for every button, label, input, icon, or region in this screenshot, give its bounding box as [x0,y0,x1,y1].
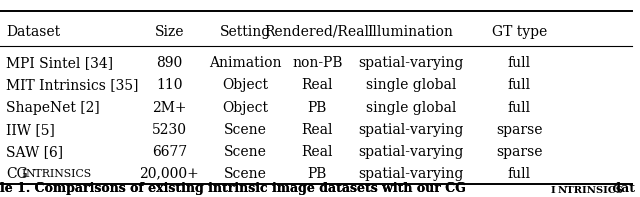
Text: full: full [508,167,531,181]
Text: Illumination: Illumination [368,24,454,39]
Text: Scene: Scene [224,123,267,137]
Text: MIT Intrinsics [35]: MIT Intrinsics [35] [6,78,139,93]
Text: single global: single global [365,100,456,115]
Text: Scene: Scene [224,145,267,159]
Text: le 1. Comparisons of existing intrinsic image datasets with our CG: le 1. Comparisons of existing intrinsic … [0,182,466,195]
Text: 20,000+: 20,000+ [140,167,199,181]
Text: Setting: Setting [220,24,271,39]
Text: Animation: Animation [209,56,282,71]
Text: Object: Object [222,78,268,93]
Text: ShapeNet [2]: ShapeNet [2] [6,100,100,115]
Text: NTRINSICS: NTRINSICS [557,186,623,195]
Text: full: full [508,100,531,115]
Text: SAW [6]: SAW [6] [6,145,63,159]
Text: Size: Size [155,24,184,39]
Text: IIW [5]: IIW [5] [6,123,55,137]
Text: spatial-varying: spatial-varying [358,56,463,71]
Text: spatial-varying: spatial-varying [358,145,463,159]
Text: NTRINSICS: NTRINSICS [26,169,92,179]
Text: Real: Real [301,145,333,159]
Text: full: full [508,78,531,93]
Text: CG: CG [6,167,28,181]
Text: I: I [22,169,26,179]
Text: 6677: 6677 [152,145,187,159]
Text: PB: PB [307,167,327,181]
Text: GT type: GT type [492,24,547,39]
Text: non-PB: non-PB [292,56,342,71]
Text: MPI Sintel [34]: MPI Sintel [34] [6,56,113,71]
Text: dat: dat [608,182,635,195]
Text: Object: Object [222,100,268,115]
Text: le 1. Comparisons of existing intrinsic image datasets with our CG: le 1. Comparisons of existing intrinsic … [0,182,466,195]
Text: 110: 110 [156,78,182,93]
Text: Real: Real [301,78,333,93]
Text: sparse: sparse [496,123,543,137]
Text: 890: 890 [156,56,182,71]
Text: 2M+: 2M+ [152,100,187,115]
Text: Real: Real [301,123,333,137]
Text: PB: PB [307,100,327,115]
Text: full: full [508,56,531,71]
Text: 5230: 5230 [152,123,187,137]
Text: Scene: Scene [224,167,267,181]
Text: I: I [551,186,556,195]
Text: Dataset: Dataset [6,24,60,39]
Text: single global: single global [365,78,456,93]
Text: spatial-varying: spatial-varying [358,167,463,181]
Text: spatial-varying: spatial-varying [358,123,463,137]
Text: sparse: sparse [496,145,543,159]
Text: Rendered/Real: Rendered/Real [265,24,370,39]
